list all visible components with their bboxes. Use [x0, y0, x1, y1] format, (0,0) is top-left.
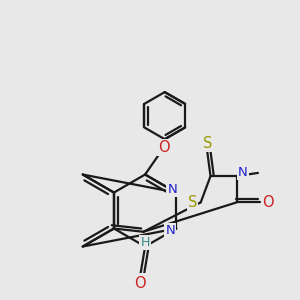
Text: H: H [140, 236, 150, 249]
Text: O: O [134, 276, 146, 291]
Text: O: O [158, 140, 170, 155]
Text: N: N [238, 167, 248, 179]
Text: N: N [167, 183, 177, 196]
Text: S: S [202, 136, 212, 151]
Text: N: N [166, 224, 175, 237]
Text: O: O [262, 195, 274, 210]
Text: S: S [188, 195, 197, 210]
